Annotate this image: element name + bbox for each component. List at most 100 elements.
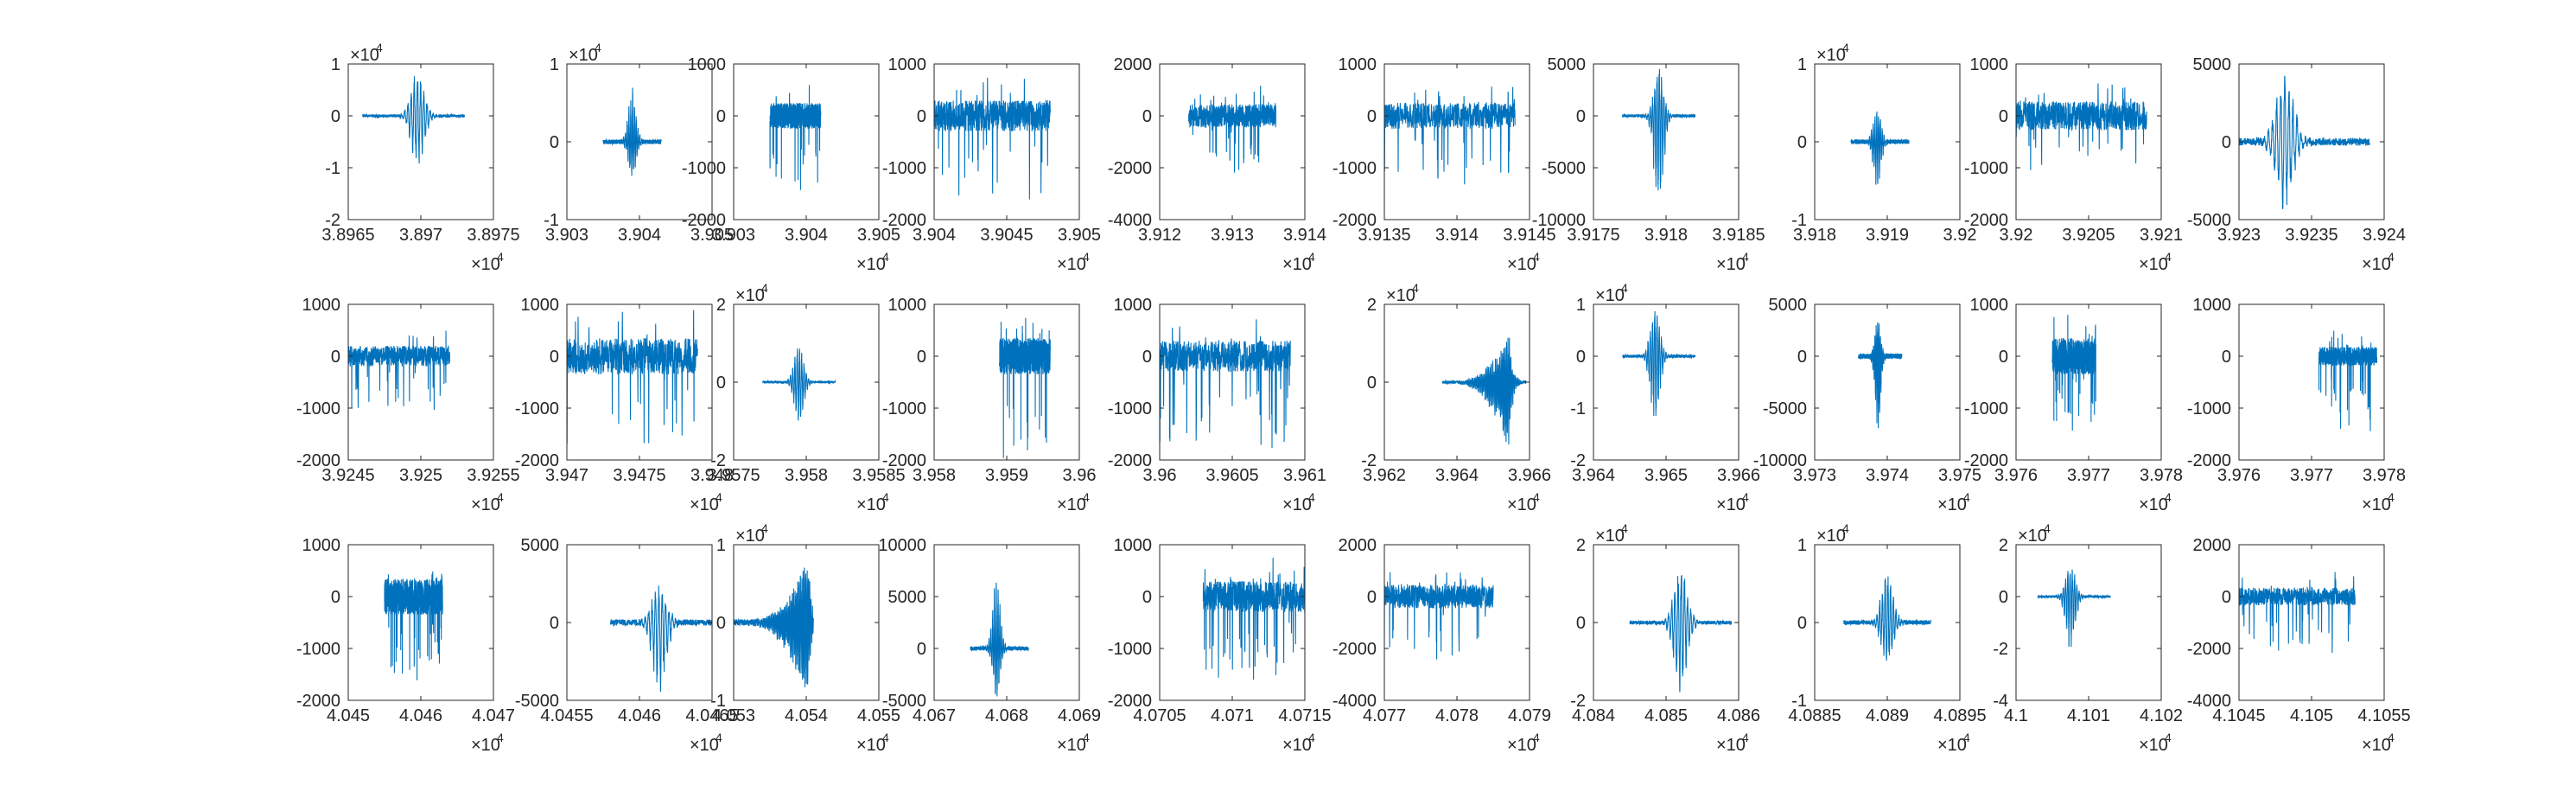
y-tick-label: 0 xyxy=(1367,374,1377,393)
y-tick-label: -1 xyxy=(325,159,340,178)
x-exponent-label: ×10 xyxy=(1057,736,1086,755)
data-series-line xyxy=(1857,322,1903,429)
y-tick-label: 2000 xyxy=(2193,536,2232,555)
data-series-line xyxy=(734,567,814,687)
x-exponent-label: ×10 xyxy=(471,495,500,514)
subplot-2-4: 4.0705 4.071 4.0715 -2000 -1000 0 1000 ×104 xyxy=(1108,536,1332,755)
x-tick-label: 4.0885 xyxy=(1788,706,1841,725)
data-series-line xyxy=(1629,575,1733,693)
x-tick-label: 4.068 xyxy=(985,706,1028,725)
x-tick-label: 4.102 xyxy=(2140,706,2183,725)
subplot-1-7: 3.973 3.974 3.975 -10000 -5000 0 5000 ×104 xyxy=(1753,296,1981,514)
y-tick-label: -1000 xyxy=(1964,159,2008,178)
x-exponent-power: 4 xyxy=(1742,250,1749,264)
y-exponent-power: 4 xyxy=(2044,521,2051,535)
y-tick-label: 0 xyxy=(2222,588,2231,607)
y-tick-label: -2 xyxy=(1361,451,1377,470)
y-tick-label: 1 xyxy=(1797,55,1807,74)
x-tick-label: 3.921 xyxy=(2140,226,2183,245)
y-tick-label: 0 xyxy=(550,133,559,152)
y-tick-label: 1000 xyxy=(302,536,341,555)
x-exponent-power: 4 xyxy=(882,731,889,744)
y-tick-label: 1000 xyxy=(888,55,927,74)
x-tick-label: 4.085 xyxy=(1644,706,1688,725)
y-tick-label: -4000 xyxy=(1108,211,1152,230)
data-series-line xyxy=(609,585,712,693)
y-exponent-label: ×10 xyxy=(1816,46,1846,65)
y-exponent-label: ×10 xyxy=(1595,527,1625,546)
y-exponent-label: ×10 xyxy=(735,286,765,305)
x-exponent-power: 4 xyxy=(1083,490,1090,504)
x-tick-label: 3.904 xyxy=(618,226,661,245)
y-tick-label: -10000 xyxy=(1753,451,1807,470)
y-tick-label: -1000 xyxy=(682,159,726,178)
x-exponent-label: ×10 xyxy=(1716,255,1746,274)
y-exponent-label: ×10 xyxy=(1595,286,1625,305)
x-exponent-power: 4 xyxy=(2165,250,2172,264)
y-tick-label: 0 xyxy=(2222,348,2231,367)
x-tick-label: 3.92 xyxy=(1943,226,1977,245)
y-tick-label: 2 xyxy=(1367,296,1377,315)
y-tick-label: 1000 xyxy=(2193,296,2232,315)
y-tick-label: -2000 xyxy=(1108,692,1152,711)
x-exponent-label: ×10 xyxy=(2362,255,2391,274)
x-tick-label: 3.977 xyxy=(2067,466,2110,485)
x-exponent-power: 4 xyxy=(1533,250,1540,264)
subplot-2-7: 4.0885 4.089 4.0895-101×104×104 xyxy=(1788,521,1986,755)
x-tick-label: 3.959 xyxy=(985,466,1028,485)
y-tick-label: 5000 xyxy=(888,588,927,607)
data-series-line xyxy=(1384,572,1494,660)
x-exponent-power: 4 xyxy=(1083,731,1090,744)
x-tick-label: 4.084 xyxy=(1572,706,1615,725)
x-tick-label: 3.913 xyxy=(1211,226,1254,245)
y-tick-label: -2000 xyxy=(1333,211,1377,230)
x-exponent-label: ×10 xyxy=(1507,495,1536,514)
x-tick-label: 4.071 xyxy=(1211,706,1254,725)
data-series-line xyxy=(999,317,1051,458)
x-exponent-label: ×10 xyxy=(856,255,886,274)
x-exponent-label: ×10 xyxy=(1057,255,1086,274)
subplot-2-8: 4.1 4.101 4.102-4-202×104×104 xyxy=(1993,521,2183,755)
subplot-1-0: 3.9245 3.925 3.9255 -2000 -1000 0 1000 ×104 xyxy=(296,296,520,514)
y-tick-label: 5000 xyxy=(1769,296,1808,315)
x-tick-label: 3.948 xyxy=(690,466,734,485)
x-exponent-label: ×10 xyxy=(1057,495,1086,514)
y-tick-label: -4000 xyxy=(2187,692,2231,711)
x-tick-label: 3.966 xyxy=(1508,466,1551,485)
x-tick-label: 3.947 xyxy=(545,466,588,485)
x-exponent-label: ×10 xyxy=(1937,495,1967,514)
x-tick-label: 4.046 xyxy=(618,706,661,725)
y-tick-label: -2000 xyxy=(882,451,926,470)
x-tick-label: 4.086 xyxy=(1717,706,1760,725)
y-tick-label: 0 xyxy=(716,614,726,633)
y-tick-label: -1000 xyxy=(2187,399,2231,418)
x-tick-label: 3.9475 xyxy=(613,466,665,485)
y-tick-label: -5000 xyxy=(1763,399,1807,418)
y-exponent-power: 4 xyxy=(1412,281,1419,295)
data-series-line xyxy=(934,77,1051,200)
y-tick-label: 0 xyxy=(1576,107,1586,126)
subplot-0-8: 3.92 3.9205 3.921 -2000 -1000 0 1000 ×104 xyxy=(1964,55,2183,274)
x-tick-label: 4.1 xyxy=(2004,706,2028,725)
y-tick-label: -2 xyxy=(1570,692,1586,711)
y-exponent-label: ×10 xyxy=(1816,527,1846,546)
x-tick-label: 3.978 xyxy=(2363,466,2406,485)
data-series-line xyxy=(1622,310,1696,417)
y-tick-label: 2000 xyxy=(1114,55,1153,74)
subplot-1-4: 3.96 3.9605 3.961 -2000 -1000 0 1000 ×104 xyxy=(1108,296,1326,514)
y-tick-label: 0 xyxy=(2222,133,2231,152)
y-tick-label: 0 xyxy=(1576,614,1586,633)
y-exponent-power: 4 xyxy=(1842,521,1849,535)
x-exponent-label: ×10 xyxy=(1282,736,1312,755)
x-tick-label: 3.897 xyxy=(399,226,442,245)
x-exponent-power: 4 xyxy=(2388,731,2395,744)
x-tick-label: 4.077 xyxy=(1363,706,1406,725)
y-tick-label: -5000 xyxy=(1542,159,1586,178)
x-tick-label: 3.964 xyxy=(1435,466,1479,485)
x-tick-label: 3.923 xyxy=(2217,226,2261,245)
data-series-line xyxy=(362,76,465,163)
subplot-1-6: 3.964 3.965 3.966-2-101×104×104 xyxy=(1570,281,1760,514)
